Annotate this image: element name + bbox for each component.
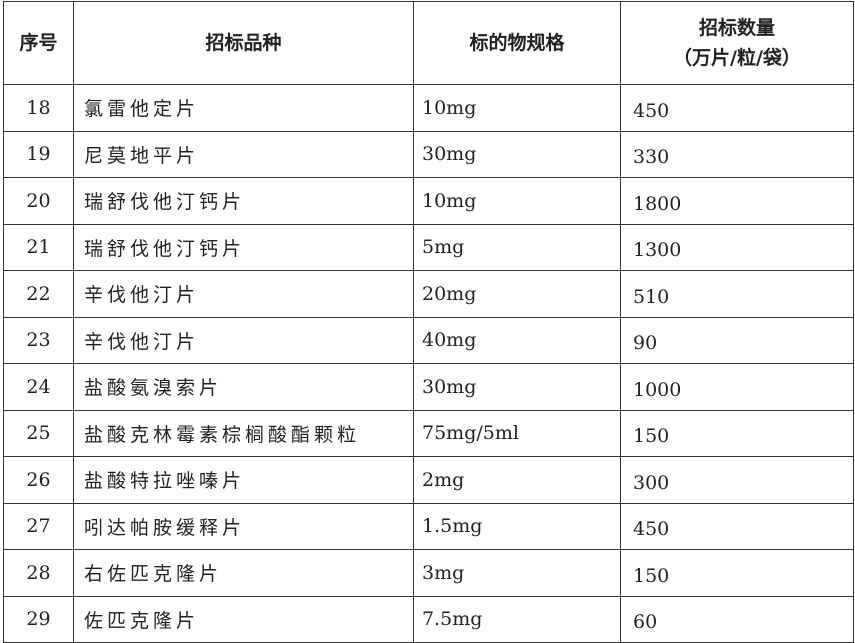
row-spec: 2mg	[413, 456, 621, 504]
row-variety: 尼莫地平片	[73, 130, 414, 178]
row-spec: 75mg/5ml	[413, 409, 621, 457]
row-quantity: 1000	[620, 363, 854, 411]
row-variety: 辛伐他汀片	[73, 270, 414, 318]
header-index: 序号	[3, 1, 74, 85]
header-row: 序号 招标品种 标的物规格 招标数量 （万片/粒/袋）	[3, 1, 854, 85]
header-quantity-line1: 招标数量	[698, 17, 775, 39]
row-spec: 7.5mg	[413, 595, 621, 643]
row-quantity: 60	[620, 595, 854, 643]
row-index: 26	[3, 456, 74, 504]
row-index: 25	[3, 409, 74, 457]
row-index: 28	[3, 549, 74, 597]
table-row: 23 辛伐他汀片 40mg 90	[3, 316, 854, 364]
row-variety: 辛伐他汀片	[73, 316, 414, 364]
table-row: 18 氯雷他定片 10mg 450	[3, 84, 854, 132]
row-spec: 30mg	[413, 130, 621, 178]
row-index: 22	[3, 270, 74, 318]
row-variety: 佐匹克隆片	[73, 595, 414, 643]
row-quantity: 90	[620, 316, 854, 364]
row-quantity: 300	[620, 456, 854, 504]
row-quantity: 450	[620, 84, 854, 132]
row-index: 21	[3, 223, 74, 271]
row-spec: 30mg	[413, 363, 621, 411]
row-quantity: 1300	[620, 223, 854, 271]
row-quantity: 330	[620, 130, 854, 178]
row-spec: 10mg	[413, 84, 621, 132]
row-spec: 3mg	[413, 549, 621, 597]
row-index: 18	[3, 84, 74, 132]
row-variety: 吲达帕胺缓释片	[73, 502, 414, 550]
row-quantity: 510	[620, 270, 854, 318]
row-spec: 10mg	[413, 177, 621, 225]
row-quantity: 150	[620, 409, 854, 457]
table-row: 19 尼莫地平片 30mg 330	[3, 130, 854, 178]
row-quantity: 450	[620, 502, 854, 550]
table-row: 25 盐酸克林霉素棕榈酸酯颗粒 75mg/5ml 150	[3, 409, 854, 457]
table-row: 27 吲达帕胺缓释片 1.5mg 450	[3, 502, 854, 550]
header-quantity: 招标数量 （万片/粒/袋）	[620, 1, 854, 85]
table-row: 29 佐匹克隆片 7.5mg 60	[3, 595, 854, 643]
row-index: 24	[3, 363, 74, 411]
header-spec: 标的物规格	[413, 1, 621, 85]
table-row: 26 盐酸特拉唑嗪片 2mg 300	[3, 456, 854, 504]
tender-table: 序号 招标品种 标的物规格 招标数量 （万片/粒/袋） 18 氯雷他定片 10mg 4…	[3, 1, 854, 643]
row-spec: 20mg	[413, 270, 621, 318]
header-variety: 招标品种	[73, 1, 414, 85]
table-row: 28 右佐匹克隆片 3mg 150	[3, 549, 854, 597]
row-spec: 5mg	[413, 223, 621, 271]
row-quantity: 1800	[620, 177, 854, 225]
row-index: 27	[3, 502, 74, 550]
table-row: 20 瑞舒伐他汀钙片 10mg 1800	[3, 177, 854, 225]
row-variety: 氯雷他定片	[73, 84, 414, 132]
header-quantity-line2: （万片/粒/袋）	[673, 47, 801, 69]
row-spec: 40mg	[413, 316, 621, 364]
row-variety: 盐酸氨溴索片	[73, 363, 414, 411]
row-variety: 盐酸特拉唑嗪片	[73, 456, 414, 504]
row-index: 19	[3, 130, 74, 178]
row-variety: 盐酸克林霉素棕榈酸酯颗粒	[73, 409, 414, 457]
row-variety: 瑞舒伐他汀钙片	[73, 223, 414, 271]
table-row: 21 瑞舒伐他汀钙片 5mg 1300	[3, 223, 854, 271]
row-index: 23	[3, 316, 74, 364]
row-index: 20	[3, 177, 74, 225]
row-quantity: 150	[620, 549, 854, 597]
row-spec: 1.5mg	[413, 502, 621, 550]
row-variety: 瑞舒伐他汀钙片	[73, 177, 414, 225]
row-index: 29	[3, 595, 74, 643]
row-variety: 右佐匹克隆片	[73, 549, 414, 597]
table-row: 24 盐酸氨溴索片 30mg 1000	[3, 363, 854, 411]
table-row: 22 辛伐他汀片 20mg 510	[3, 270, 854, 318]
